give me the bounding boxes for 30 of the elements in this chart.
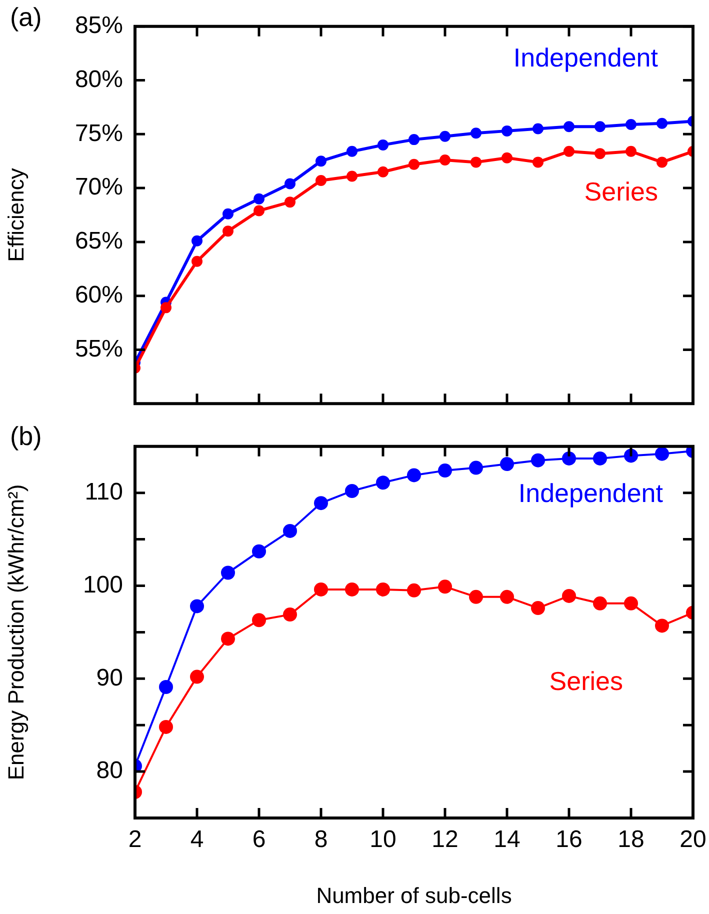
y-tick-label: 55% xyxy=(74,335,123,362)
y-tick-label: 110 xyxy=(84,478,123,506)
y-tick-label: 90 xyxy=(96,664,123,692)
x-tick-label: 6 xyxy=(252,826,266,854)
series-label: Independent xyxy=(513,42,659,72)
text: (b) xyxy=(10,421,42,452)
y-tick-label: 85% xyxy=(74,12,123,40)
x-tick-label: 16 xyxy=(556,826,582,854)
y-tick-label: 100 xyxy=(82,571,123,598)
y-tick-label: 80 xyxy=(96,757,123,784)
x-tick-label: 8 xyxy=(314,826,328,854)
series-label: Independent xyxy=(518,478,664,508)
y-tick-label: 80% xyxy=(74,66,123,93)
series-label: Series xyxy=(584,176,658,207)
x-tick-label: 4 xyxy=(190,826,204,854)
x-tick-label: 10 xyxy=(370,826,396,854)
x-axis-title: Number of sub-cells xyxy=(316,882,512,908)
x-tick-label: 20 xyxy=(680,826,706,854)
y-tick-label: 65% xyxy=(74,228,123,255)
x-tick-label: 14 xyxy=(494,826,520,854)
y-tick-label: 70% xyxy=(74,174,123,201)
y-tick-label: 60% xyxy=(74,281,123,308)
y-axis-title: Energy Production (kWhr/cm²) xyxy=(3,484,28,780)
y-axis-title: Efficiency xyxy=(3,168,28,262)
y-tick-label: 75% xyxy=(74,120,123,147)
x-tick-label: 2 xyxy=(128,826,142,854)
series-label: Series xyxy=(549,666,623,696)
x-tick-label: 12 xyxy=(432,826,458,854)
text: (a) xyxy=(10,2,42,32)
x-tick-label: 18 xyxy=(618,826,644,854)
